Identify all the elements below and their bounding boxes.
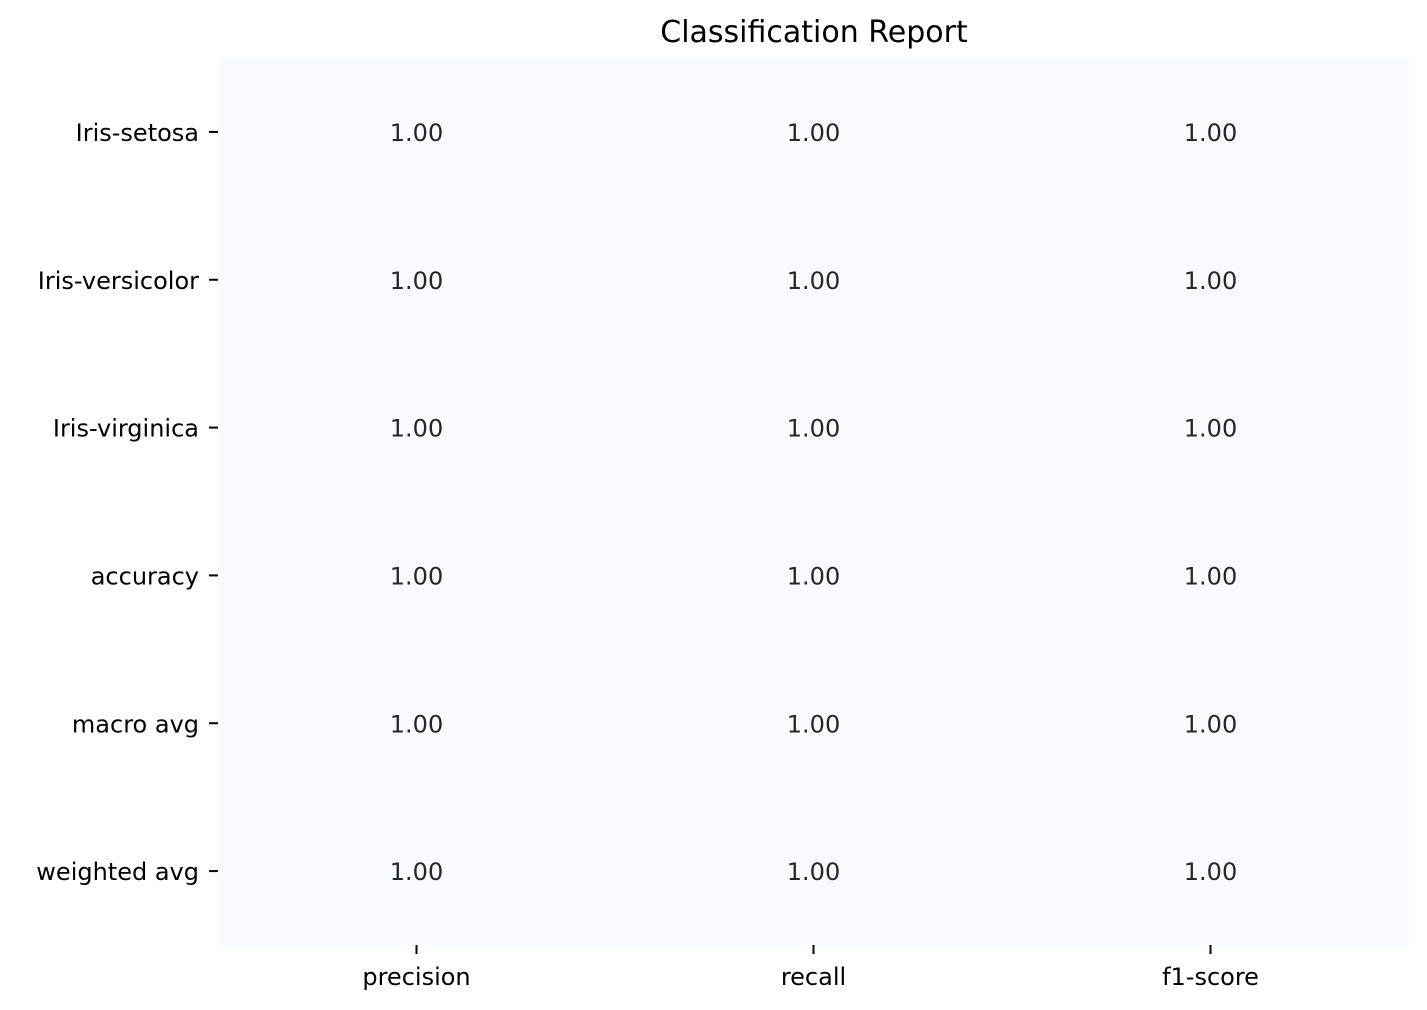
y-tick-label: accuracy (91, 562, 199, 590)
heatmap-cell (218, 353, 616, 502)
cell-value-label: 1.00 (787, 415, 840, 443)
heatmap-cell (218, 797, 616, 946)
cell-value-label: 1.00 (1184, 858, 1237, 886)
cell-value-label: 1.00 (787, 267, 840, 295)
cell-value-label: 1.00 (390, 858, 443, 886)
cell-value-label: 1.00 (1184, 415, 1237, 443)
y-tick-label: Iris-versicolor (38, 267, 199, 295)
y-tick-label: macro avg (72, 710, 199, 738)
x-tick-label: f1-score (1162, 963, 1259, 991)
heatmap-cell (1012, 797, 1410, 946)
heatmap-cell (615, 58, 1013, 207)
cell-value-label: 1.00 (390, 267, 443, 295)
heatmap-cell (218, 205, 616, 355)
cell-value-label: 1.00 (1184, 119, 1237, 147)
y-tick-label: Iris-virginica (53, 415, 199, 443)
heatmap-annotations: 1.00 1.00 1.00 1.00 1.00 1.00 1.00 1.00 1.00 1.00… (390, 119, 1237, 886)
heatmap-cell (1012, 501, 1410, 650)
cell-value-label: 1.00 (390, 562, 443, 590)
chart-title: Classification Report (660, 15, 968, 50)
heatmap-cell (218, 649, 616, 798)
heatmap-cell (615, 205, 1013, 355)
cell-value-label: 1.00 (390, 710, 443, 738)
cell-value-label: 1.00 (1184, 267, 1237, 295)
heatmap-cell (218, 501, 616, 650)
heatmap-cell (1012, 58, 1410, 207)
heatmap-cell (615, 353, 1013, 502)
cell-value-label: 1.00 (1184, 710, 1237, 738)
heatmap-cells (218, 58, 1410, 946)
cell-value-label: 1.00 (787, 562, 840, 590)
cell-value-label: 1.00 (787, 710, 840, 738)
x-axis: precision recall f1-score (362, 945, 1259, 991)
cell-value-label: 1.00 (390, 119, 443, 147)
x-tick-label: precision (362, 963, 470, 991)
y-tick-label: Iris-setosa (76, 119, 199, 147)
cell-value-label: 1.00 (787, 119, 840, 147)
heatmap-cell (615, 797, 1013, 946)
heatmap-cell (218, 58, 616, 207)
cell-value-label: 1.00 (787, 858, 840, 886)
cell-value-label: 1.00 (390, 415, 443, 443)
heatmap-cell (615, 501, 1013, 650)
heatmap-cell (615, 649, 1013, 798)
heatmap-cell (1012, 205, 1410, 355)
cell-value-label: 1.00 (1184, 562, 1237, 590)
y-tick-label: weighted avg (36, 858, 199, 886)
y-axis: Iris-setosa Iris-versicolor Iris-virginica… (36, 119, 218, 886)
x-tick-label: recall (781, 963, 846, 991)
heatmap-cell (1012, 353, 1410, 502)
heatmap-cell (1012, 649, 1410, 798)
